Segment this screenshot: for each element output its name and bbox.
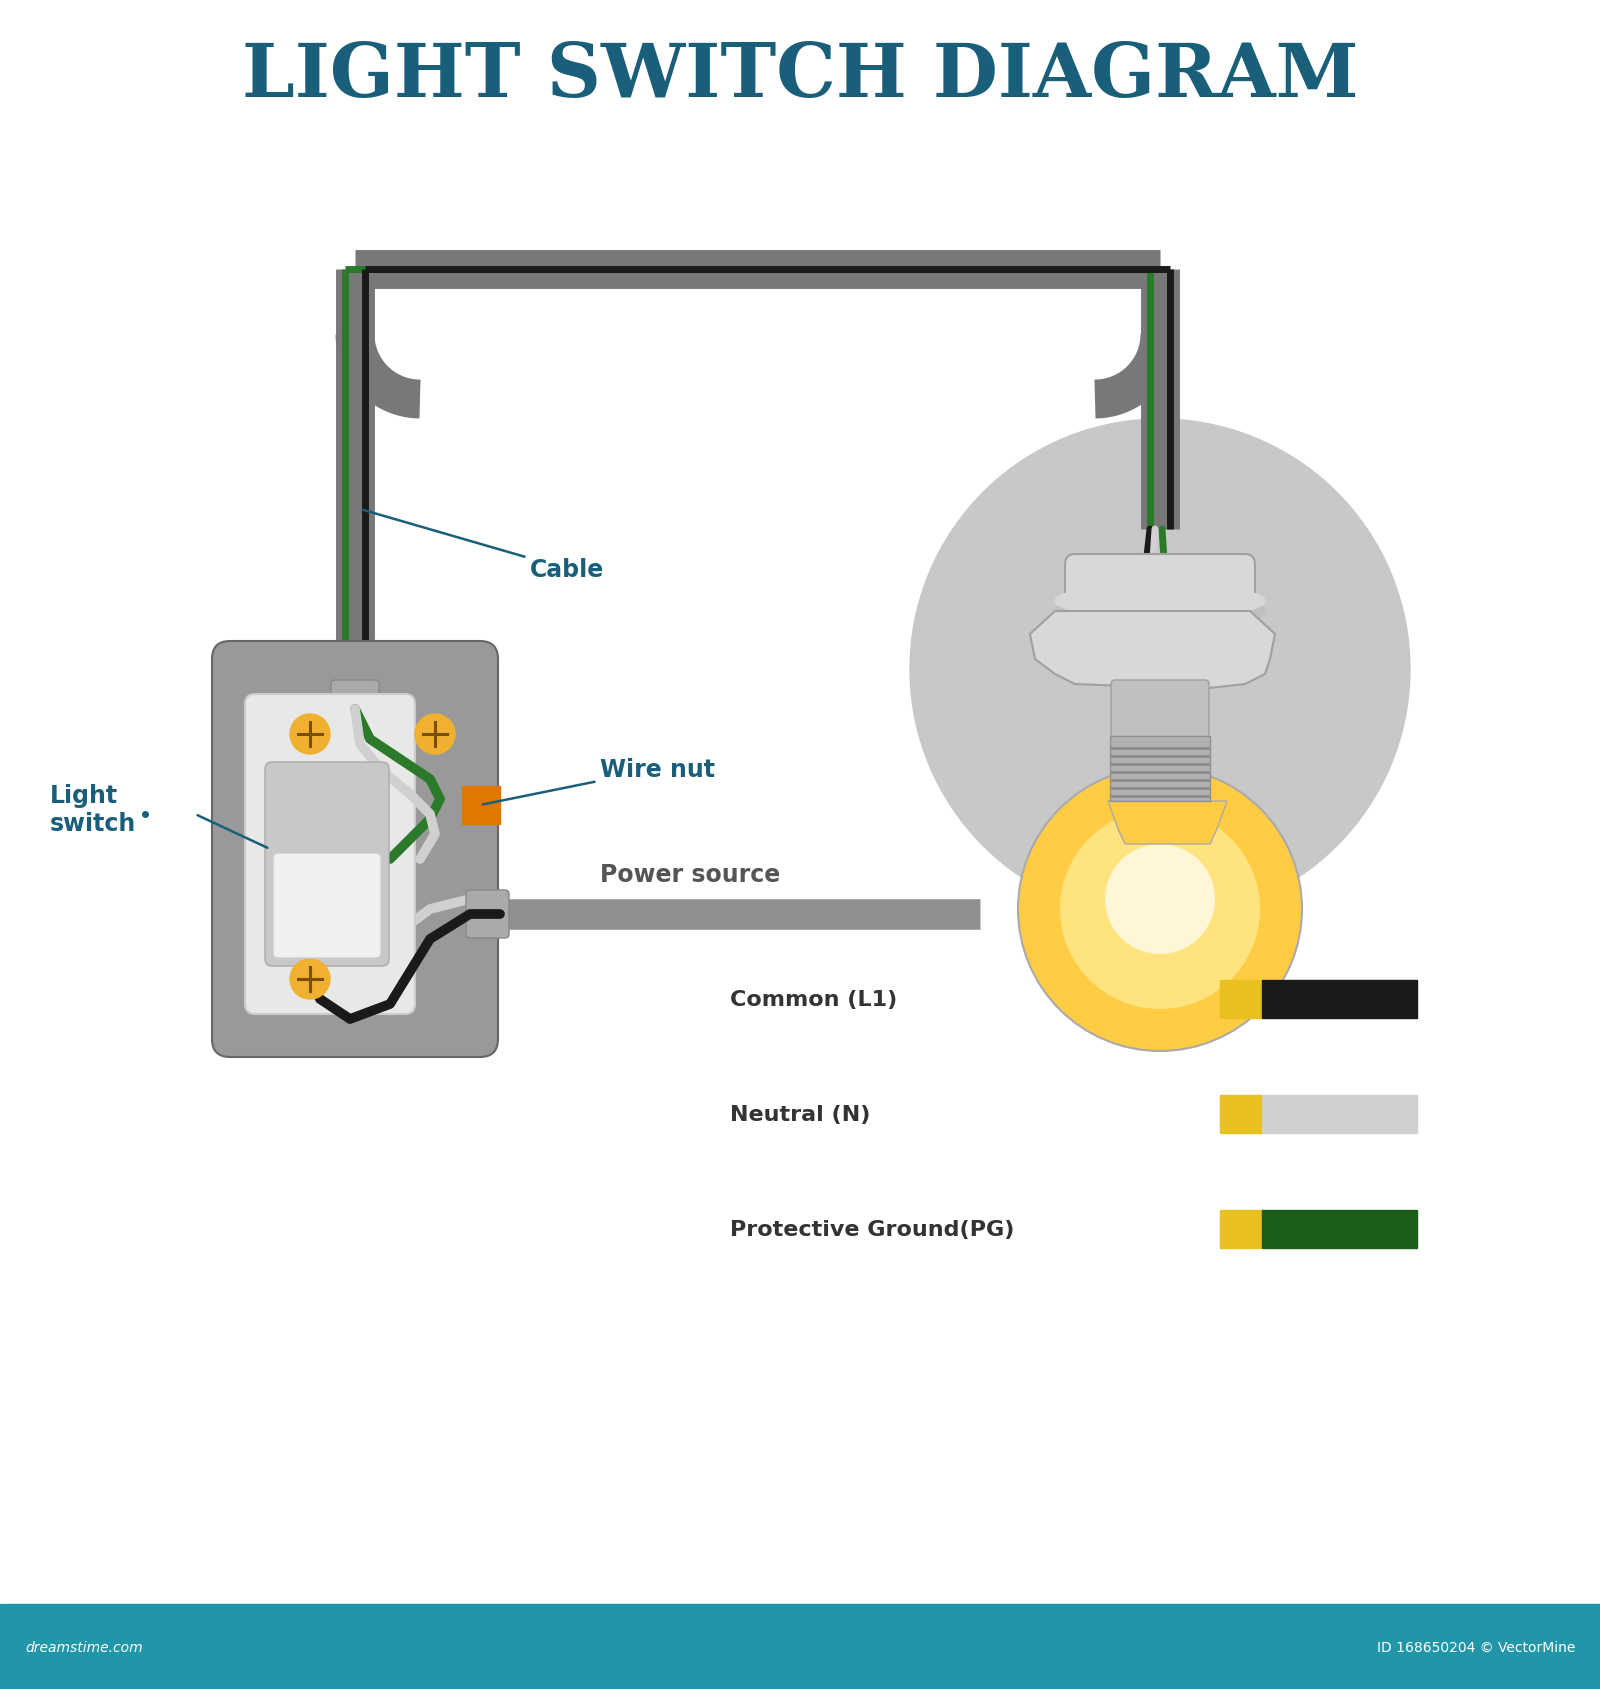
Text: LIGHT SWITCH DIAGRAM: LIGHT SWITCH DIAGRAM: [242, 41, 1358, 113]
Circle shape: [414, 714, 454, 755]
FancyBboxPatch shape: [466, 890, 509, 939]
FancyBboxPatch shape: [213, 642, 498, 1057]
Bar: [1219, 1096, 1262, 1133]
Circle shape: [1106, 844, 1214, 954]
Circle shape: [290, 714, 330, 755]
Text: Power source: Power source: [600, 863, 781, 887]
Circle shape: [1018, 767, 1302, 1051]
Text: dreamstime.com: dreamstime.com: [26, 1640, 142, 1654]
Text: Common (L1): Common (L1): [730, 990, 898, 1010]
FancyBboxPatch shape: [331, 681, 379, 723]
Text: Wire nut: Wire nut: [483, 758, 715, 806]
Polygon shape: [1030, 611, 1275, 689]
FancyBboxPatch shape: [274, 853, 381, 958]
Circle shape: [910, 421, 1410, 919]
FancyBboxPatch shape: [1110, 736, 1210, 802]
Text: Light
switch: Light switch: [50, 784, 136, 836]
Text: Neutral (N): Neutral (N): [730, 1105, 870, 1125]
Text: Protective Ground(PG): Protective Ground(PG): [730, 1219, 1014, 1240]
Bar: [1262, 1211, 1418, 1248]
Bar: [462, 787, 501, 824]
FancyBboxPatch shape: [245, 694, 414, 1015]
Bar: [1262, 980, 1418, 1018]
Text: ID 168650204 © VectorMine: ID 168650204 © VectorMine: [1376, 1640, 1574, 1654]
Bar: [1219, 1211, 1262, 1248]
FancyBboxPatch shape: [1066, 554, 1254, 610]
Circle shape: [1059, 809, 1261, 1010]
Polygon shape: [1107, 802, 1227, 844]
FancyBboxPatch shape: [1110, 681, 1210, 743]
Circle shape: [290, 959, 330, 1000]
Bar: [1219, 980, 1262, 1018]
FancyBboxPatch shape: [266, 762, 389, 966]
Text: Cable: Cable: [363, 510, 605, 581]
Ellipse shape: [1054, 584, 1266, 620]
Bar: [0, 1605, 1600, 1689]
Ellipse shape: [1054, 589, 1266, 633]
Bar: [1262, 1096, 1418, 1133]
